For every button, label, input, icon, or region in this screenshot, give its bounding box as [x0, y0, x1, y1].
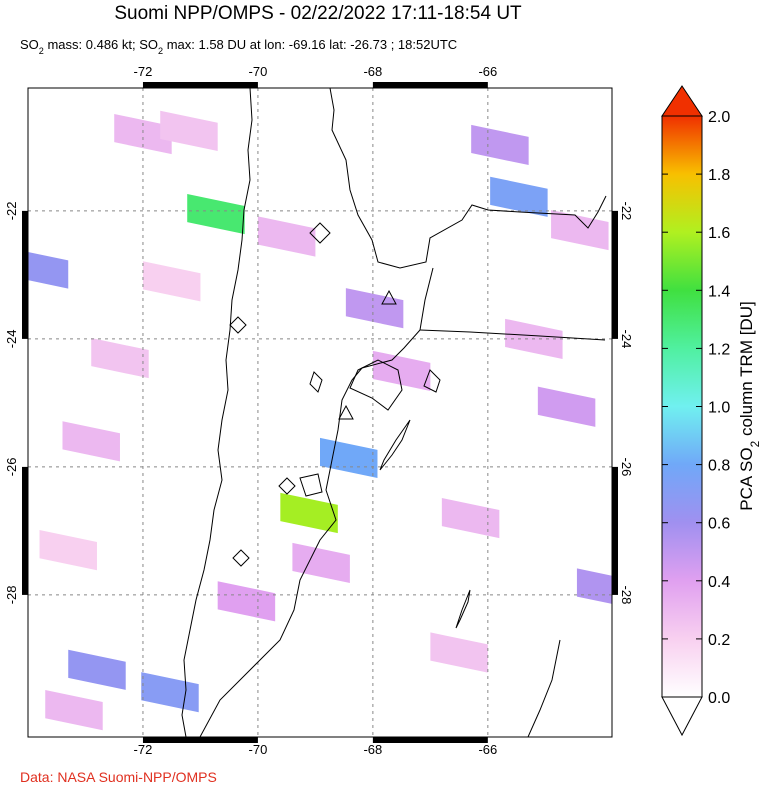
- so2-pixel: [45, 690, 103, 731]
- frame-bar: [142, 737, 258, 743]
- colorbar-tick-label: 0.2: [708, 632, 730, 649]
- border: [199, 267, 434, 737]
- so2-pixel: [372, 350, 431, 391]
- colorbar-tick-label: 0.4: [708, 574, 730, 591]
- text-part: SO: [20, 37, 39, 52]
- salt-flat: [455, 589, 471, 629]
- colorbar-tick-label: 2.0: [708, 109, 730, 126]
- colorbar-tick-label: 0.6: [708, 516, 730, 533]
- frame-bar: [22, 466, 28, 595]
- salt-flat: [299, 473, 323, 497]
- map-frame: [27, 87, 613, 738]
- colorbar-extend-low: [661, 696, 703, 737]
- so2-pixel: [91, 338, 149, 379]
- lat-label-left: -22: [4, 201, 19, 220]
- colorbar-tick-label: 0.8: [708, 458, 730, 475]
- lat-label-right: -26: [619, 458, 634, 477]
- volcano-diamond: [232, 549, 250, 567]
- so2-pixel: [490, 176, 548, 217]
- so2-pixel: [187, 194, 245, 235]
- frame-bar: [372, 82, 488, 88]
- lon-label-bottom: -70: [249, 742, 268, 757]
- colorbar-tick-label: 1.2: [708, 341, 730, 358]
- frame-bar: [372, 737, 488, 743]
- subscript: 2: [158, 46, 163, 56]
- salt-flat: [379, 419, 411, 471]
- so2-pixel: [68, 649, 126, 690]
- text-part: mass: 0.486 kt; SO: [44, 37, 158, 52]
- colorbar: 0.0 0.2 0.4 0.6 0.8 1.0 1.2 1.4 1.6 1.8 2.0: [661, 85, 730, 737]
- pixel-layer: [28, 110, 612, 731]
- subtitle: SO2 mass: 0.486 kt; SO2 max: 1.58 DU at …: [20, 37, 457, 56]
- volcano-markers: [229, 222, 397, 567]
- salt-flat: [423, 369, 441, 393]
- frame-bar: [612, 466, 618, 595]
- so2-pixel: [320, 437, 378, 479]
- subscript: 2: [748, 440, 759, 447]
- so2-pixel: [551, 210, 609, 251]
- lon-label-bottom: -68: [363, 742, 382, 757]
- lat-label-right: -28: [619, 586, 634, 605]
- salt-flat: [349, 359, 403, 411]
- lon-label-top: -66: [478, 64, 497, 79]
- volcano-triangle: [381, 289, 397, 305]
- so2-pixel: [257, 216, 316, 257]
- colorbar-tick-label: 1.4: [708, 283, 730, 300]
- so2-pixel: [39, 530, 97, 571]
- lat-label-right: -22: [619, 201, 634, 220]
- lat-label-left: -28: [4, 586, 19, 605]
- lon-label-top: -68: [363, 64, 382, 79]
- so2-pixel: [292, 542, 350, 583]
- lat-label-left: -24: [4, 329, 19, 348]
- so2-pixel: [280, 492, 338, 534]
- so2-pixel: [471, 124, 529, 166]
- frame-bar: [22, 210, 28, 339]
- colorbar-extend-high: [661, 85, 703, 117]
- salt-flat: [527, 639, 561, 737]
- volcano-triangle: [338, 404, 354, 420]
- lat-label-left: -26: [4, 458, 19, 477]
- title: Suomi NPP/OMPS - 02/22/2022 17:11-18:54 …: [114, 3, 522, 24]
- volcano-diamond: [278, 477, 296, 495]
- text-part: PCA SO: [737, 447, 756, 510]
- colorbar-label: PCA SO2 column TRM [DU]: [737, 301, 759, 510]
- lon-label-top: -70: [249, 64, 268, 79]
- volcano-diamond: [309, 222, 331, 244]
- colorbar-tick-label: 1.0: [708, 400, 730, 417]
- so2-pixel: [441, 498, 500, 539]
- so2-pixel: [345, 288, 404, 329]
- so2-pixel: [114, 114, 172, 155]
- data-source: Data: NASA Suomi-NPP/OMPS: [20, 769, 217, 785]
- frame-ticks: [22, 82, 618, 743]
- salt-flat: [309, 371, 323, 393]
- so2-pixel: [62, 421, 120, 462]
- text-part: column TRM [DU]: [737, 301, 756, 441]
- coastline: [181, 88, 253, 737]
- subscript: 2: [39, 46, 44, 56]
- so2-pixel: [28, 252, 69, 289]
- so2-pixel: [537, 386, 596, 427]
- frame-bar: [612, 210, 618, 339]
- so2-pixel: [430, 632, 488, 673]
- so2-pixel: [141, 672, 199, 713]
- lon-label-top: -72: [134, 64, 153, 79]
- coastlines: [181, 88, 607, 737]
- text-part: max: 1.58 DU at lon: -69.16 lat: -26.73 …: [163, 37, 457, 52]
- volcano-diamond: [229, 316, 247, 334]
- border: [419, 329, 606, 341]
- frame-bar: [142, 82, 258, 88]
- colorbar-tick-label: 1.8: [708, 167, 730, 184]
- lon-label-bottom: -66: [478, 742, 497, 757]
- so2-pixel: [142, 261, 201, 302]
- lat-label-right: -24: [619, 329, 634, 348]
- so2-pixel: [217, 581, 276, 622]
- grid: [28, 88, 612, 737]
- so2-pixel: [160, 110, 218, 151]
- axis-labels: -72 -72 -70 -70 -68 -68 -66 -66 -22 -22 -24 -24 -26 -…: [4, 64, 634, 757]
- colorbar-tick-label: 0.0: [708, 690, 730, 707]
- colorbar-tick-label: 1.6: [708, 225, 730, 242]
- lon-label-bottom: -72: [134, 742, 153, 757]
- border: [329, 88, 607, 269]
